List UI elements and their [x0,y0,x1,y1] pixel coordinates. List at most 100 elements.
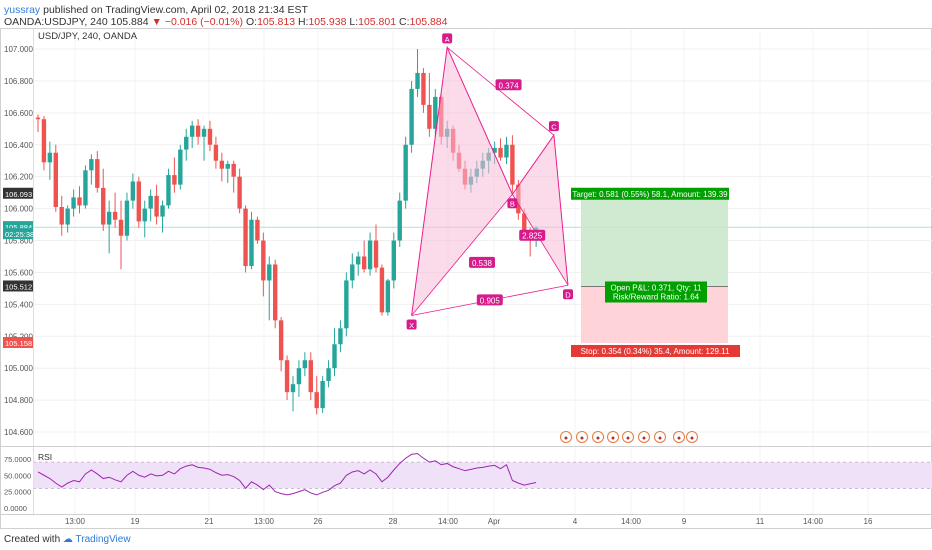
author-link[interactable]: yussray [4,4,41,16]
y-tick-label: 107.000 [4,45,33,54]
candle-body [261,240,266,281]
candle-body [367,240,373,270]
position-tool[interactable]: Target: 0.581 (0.55%) 58.1, Amount: 139.… [571,187,740,357]
candle-body [83,170,88,206]
candle-body [267,264,272,281]
pattern-point-box [442,33,453,44]
candle-body [421,72,426,105]
pattern-triangle-bcd [512,135,568,286]
candle-body [77,197,82,206]
x-tick-label: 21 [205,517,214,526]
axes: 107.000 106.800 106.600 106.400 106.200 106.0… [0,29,932,526]
target-label: Target: 0.581 (0.55%) 58.1, Amount: 139.… [572,190,728,199]
candle-body [106,211,112,225]
high-label: H: [297,16,309,28]
candle-body [385,280,391,313]
created-with-text: Created with [4,534,61,545]
rsi-tick-label: 25.0000 [4,488,31,497]
candle-body [124,200,130,236]
x-tick-label: 11 [756,517,765,526]
published-text: published on TradingView.com, April 02, … [43,4,308,16]
close-label: C: [399,16,410,28]
brand-link[interactable]: TradingView [75,534,131,545]
candle-body [231,163,236,177]
pattern-ratio-box [468,256,495,268]
event-icon [638,431,650,443]
candle-body [427,104,432,129]
pattern-point-box [406,319,417,330]
candle-body [95,159,100,188]
change-arrow: ▼ [151,16,162,28]
candle-body [71,197,76,209]
candle-body [302,360,308,369]
x-tick-label: 4 [573,517,578,526]
candle-body [379,267,385,313]
candle-body [308,360,313,393]
x-tick-label: 19 [131,517,140,526]
pattern-ratio-line [411,193,513,316]
price-label: 105.158 [5,339,32,348]
pattern-triangle-xab [411,47,513,316]
event-icon [576,431,588,443]
event-icons[interactable]: ● ● ● ● ● ● ● ● ● [560,431,698,443]
candle-body [189,125,195,137]
event-icon-glyph: ● [626,435,630,442]
candle-body [391,240,396,281]
x-tick-label: 28 [389,517,398,526]
stop-label-box [571,344,740,357]
candle-body [361,256,367,270]
y-tick-label: 105.600 [4,268,33,277]
pattern-point-label: X [409,321,414,330]
event-icon-glyph: ● [580,435,584,442]
target-zone [581,193,728,287]
event-icon [686,431,698,443]
candle-body [504,144,509,158]
event-icon-glyph: ● [690,435,694,442]
x-tick-label: 16 [864,517,873,526]
candle-body [130,181,136,201]
grid [33,30,932,514]
x-tick-label: 14:00 [803,517,824,526]
candle-body [195,125,201,137]
rsi-line [37,453,537,496]
pattern-point-label: B [510,200,515,209]
target-label-box [571,187,729,200]
candle-body [344,280,349,329]
pattern-ratio-label: 0.905 [480,296,501,305]
event-icon-glyph: ● [642,435,646,442]
candle-body [350,264,355,281]
y-tick-label: 106.200 [4,173,33,182]
candle-body [320,380,325,409]
candle-body [409,88,414,145]
candle-body [207,128,213,145]
open-value: 105.813 [257,16,296,28]
pattern-ratio-box [519,229,546,241]
event-icon-glyph: ● [564,435,568,442]
y-tick-label: 105.400 [4,300,33,309]
price-label: 106.093 [5,190,32,199]
candle-body [273,264,278,321]
candle-body [338,328,343,345]
open-label: O: [245,16,258,28]
harmonic-pattern[interactable]: X A B C D 0.374 0.538 2.825 0.905 [406,33,573,330]
candle-body [237,176,242,209]
candle-body [53,152,58,208]
rsi-tick-label: 50.0000 [4,471,31,480]
candle-body [332,344,337,369]
candle-body [35,117,41,120]
y-tick-label: 106.400 [4,141,33,150]
pattern-ratio-label: 0.538 [472,259,493,268]
last-price: 105.884 [110,16,149,28]
price-label: 105.512 [5,282,32,291]
y-tick-label: 104.600 [4,428,33,437]
candle-body [213,144,219,161]
footer: Created with ☁ TradingView [4,534,131,545]
close-value: 105.884 [409,16,448,28]
event-icon [622,431,634,443]
x-tick-label: 14:00 [438,517,459,526]
change-value: −0.016 (−0.01%) [164,16,244,28]
y-tick-label: 106.000 [4,205,33,214]
candle-body [219,160,225,169]
rsi-tick-label: 0.0000 [4,504,27,513]
